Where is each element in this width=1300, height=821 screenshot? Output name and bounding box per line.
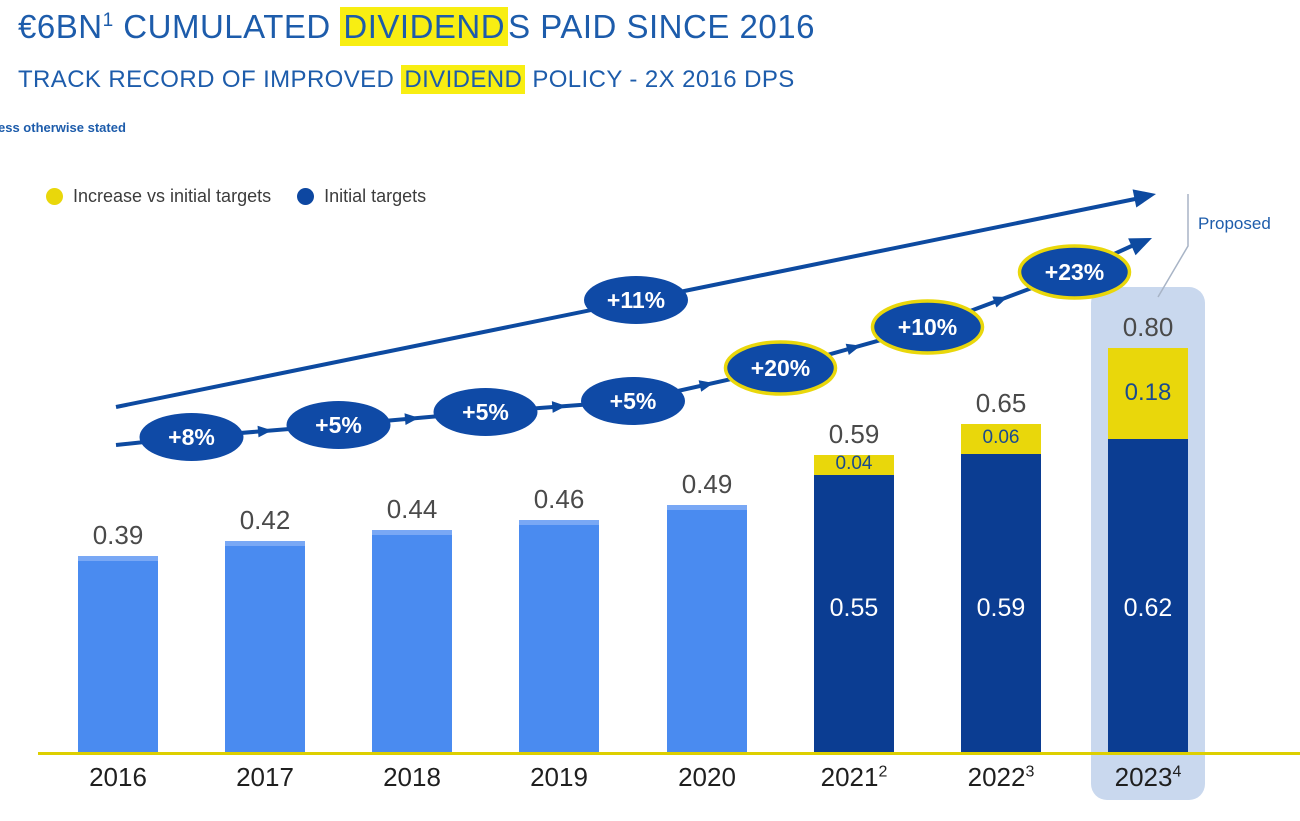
x-axis-baseline [38, 752, 1300, 755]
x-axis-label: 2019 [489, 762, 629, 793]
x-axis-label: 20223 [931, 762, 1071, 793]
title-segment-highlight: DIVIDEND [340, 7, 509, 46]
title-segment-text: €6BN [18, 8, 103, 45]
x-axis-footnote-superscript: 4 [1172, 763, 1182, 781]
initial-target-value-label: 0.62 [1123, 594, 1173, 622]
bar-2018-initial-target [372, 530, 452, 754]
bar-total-label: 0.80 [1122, 312, 1174, 342]
x-axis-year: 2017 [236, 762, 294, 792]
slide-title: €6BN1 CUMULATED DIVIDENDS PAID SINCE 201… [18, 7, 815, 46]
bar-2023-initial-target [1108, 439, 1188, 754]
x-axis-year: 2023 [1114, 762, 1173, 792]
x-axis-footnote-superscript: 2 [878, 763, 888, 781]
proposed-label: Proposed [1198, 214, 1271, 233]
increase-value-label: 0.18 [1124, 379, 1172, 406]
subtitle-segment-text: POLICY - 2X 2016 DPS [525, 66, 795, 93]
bar-total-label: 0.46 [533, 484, 585, 514]
x-axis-label: 2016 [48, 762, 188, 793]
x-axis-label: 20234 [1078, 762, 1218, 793]
bar-total-label: 0.44 [386, 494, 438, 524]
bar-2017-initial-target [225, 541, 305, 754]
x-axis-year: 2018 [383, 762, 441, 792]
bar-total-label: 0.65 [975, 388, 1027, 418]
increase-value-label: 0.06 [982, 427, 1020, 448]
bar-2020-initial-target [667, 505, 747, 754]
bar-total-label: 0.59 [828, 419, 880, 449]
x-axis-year: 2016 [89, 762, 147, 792]
x-axis-label: 20212 [784, 762, 924, 793]
footnote: ess otherwise stated [0, 120, 126, 135]
x-axis-year: 2019 [530, 762, 588, 792]
title-segment-text: S PAID SINCE 2016 [508, 8, 815, 45]
bar-2019-initial-target [519, 520, 599, 754]
initial-target-value-label: 0.59 [976, 594, 1026, 622]
slide-subtitle: TRACK RECORD OF IMPROVED DIVIDEND POLICY… [18, 65, 795, 94]
x-axis-label: 2017 [195, 762, 335, 793]
x-axis-year: 2020 [678, 762, 736, 792]
bar-2021-increase [814, 455, 894, 475]
x-axis-label: 2020 [637, 762, 777, 793]
x-axis-footnote-superscript: 3 [1025, 763, 1035, 781]
bar-total-label: 0.39 [92, 520, 144, 550]
title-segment-text: CUMULATED [113, 8, 341, 45]
initial-target-value-label: 0.55 [829, 594, 879, 622]
subtitle-segment-text: TRACK RECORD OF IMPROVED [18, 66, 402, 93]
legend-swatch-icon [46, 188, 63, 205]
bar-total-label: 0.42 [239, 505, 291, 535]
increase-value-label: 0.04 [835, 453, 873, 474]
x-axis-label: 2018 [342, 762, 482, 793]
x-axis-year: 2021 [820, 762, 879, 792]
subtitle-segment-highlight: DIVIDEND [401, 65, 526, 94]
bar-2022-initial-target [961, 454, 1041, 754]
x-axis-year: 2022 [967, 762, 1026, 792]
title-segment-superscript: 1 [102, 10, 114, 31]
bar-2016-initial-target [78, 556, 158, 754]
bar-total-label: 0.49 [681, 469, 733, 499]
bar-2021-initial-target [814, 475, 894, 754]
